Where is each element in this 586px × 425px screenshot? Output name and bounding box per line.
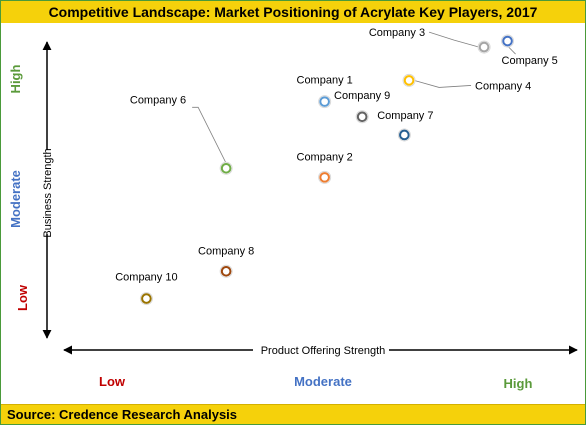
point-label: Company 10 — [115, 272, 177, 284]
data-point — [319, 172, 330, 183]
y-axis-label: Business Strength — [42, 148, 54, 237]
chart-title: Competitive Landscape: Market Positionin… — [1, 1, 585, 23]
point-label: Company 8 — [198, 245, 254, 257]
data-point — [403, 75, 415, 86]
point-label: Company 5 — [502, 55, 558, 67]
point-label: Company 6 — [130, 94, 186, 106]
point-label: Company 9 — [334, 90, 390, 102]
data-point — [399, 129, 410, 141]
data-point — [220, 162, 232, 174]
x-level-low: Low — [99, 374, 126, 389]
x-axis-label: Product Offering Strength — [261, 345, 386, 357]
y-level-moderate: Moderate — [8, 170, 23, 228]
plot-area: Company 1 Company 2 Company 3 Company 4 Comp… — [115, 27, 558, 306]
data-point — [478, 41, 490, 53]
data-point — [502, 35, 513, 47]
data-point — [356, 111, 368, 123]
data-point — [220, 266, 232, 277]
y-level-low: Low — [15, 284, 30, 311]
x-level-moderate: Moderate — [294, 374, 352, 389]
x-level-high: High — [504, 376, 533, 391]
data-point — [319, 96, 330, 107]
leader-line — [192, 106, 227, 164]
point-label: Company 7 — [377, 110, 433, 122]
data-point — [141, 293, 152, 304]
leader-line — [413, 80, 472, 88]
point-label: Company 4 — [475, 80, 531, 92]
source-note: Source: Credence Research Analysis — [1, 404, 585, 424]
y-level-high: High — [8, 65, 23, 94]
point-label: Company 3 — [369, 27, 425, 39]
leader-line — [428, 31, 480, 48]
point-label: Company 2 — [297, 151, 353, 163]
point-label: Company 1 — [297, 75, 353, 87]
